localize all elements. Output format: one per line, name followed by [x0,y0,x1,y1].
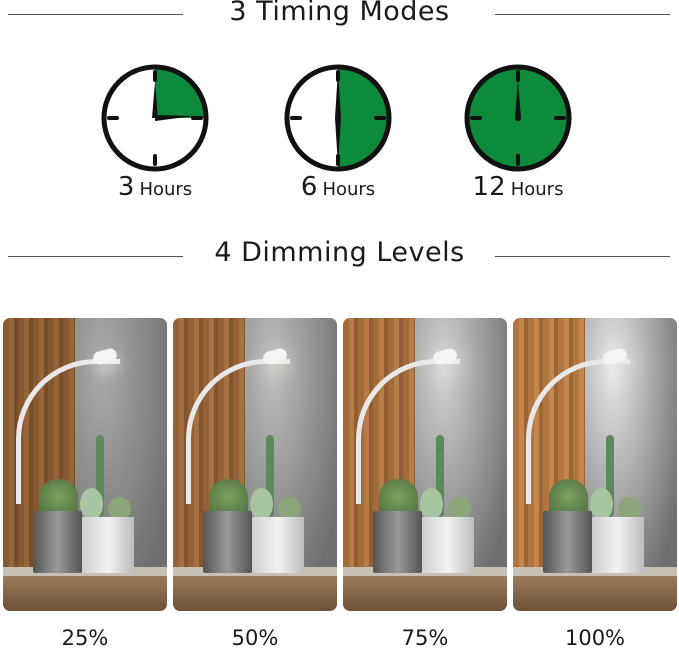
shelf-edge [3,567,167,579]
hours-number: 3 [117,172,135,202]
clock-icon-6h [284,64,392,172]
shelf-edge [513,567,677,579]
succulent [209,479,249,515]
dimming-photo-100 [513,318,677,611]
dimming-photo-25 [3,318,167,611]
clock-fill [155,67,206,118]
timing-label-12h: 12 Hours [438,172,598,202]
dimming-title: 4 Dimming Levels [214,237,465,268]
white-pot [421,517,475,573]
dimming-photo-75 [343,318,507,611]
cactus [606,435,615,518]
hours-number: 12 [472,172,506,202]
metal-pot [202,511,252,573]
ball-cactus [250,487,274,521]
divider [495,14,670,15]
metal-pot [32,511,82,573]
dimming-level-label: 75% [401,626,449,650]
timing-title: 3 Timing Modes [229,0,450,27]
white-pot [591,517,645,573]
ball-cactus [420,487,444,521]
shelf-edge [173,567,337,579]
white-pot [81,517,135,573]
shelf-edge [343,567,507,579]
hours-unit: Hours [322,179,376,200]
hours-unit: Hours [510,179,564,200]
hours-unit: Hours [139,179,193,200]
ball-cactus [617,496,641,521]
divider [8,256,183,257]
divider [495,256,670,257]
cactus [266,435,275,518]
ball-cactus [590,487,614,521]
ball-cactus [277,496,301,521]
clock-icon-3h [101,64,209,172]
metal-pot [542,511,592,573]
dimming-level-label: 100% [564,626,626,650]
dimming-level-label: 25% [61,626,109,650]
succulent [39,479,79,515]
metal-pot [372,511,422,573]
clock-fill [338,67,389,169]
succulent [379,479,419,515]
timing-label-6h: 6 Hours [258,172,418,202]
cactus [436,435,445,518]
shelf [513,575,677,611]
dimming-photo-50 [173,318,337,611]
ball-cactus [447,496,471,521]
divider [8,14,183,15]
hours-number: 6 [300,172,318,202]
succulent [549,479,589,515]
dimming-level-label: 50% [231,626,279,650]
timing-label-3h: 3 Hours [75,172,235,202]
shelf [173,575,337,611]
ball-cactus [107,496,131,521]
ball-cactus [80,487,104,521]
shelf [343,575,507,611]
white-pot [251,517,305,573]
clock-icon-12h [464,64,572,172]
shelf [3,575,167,611]
cactus [96,435,105,518]
